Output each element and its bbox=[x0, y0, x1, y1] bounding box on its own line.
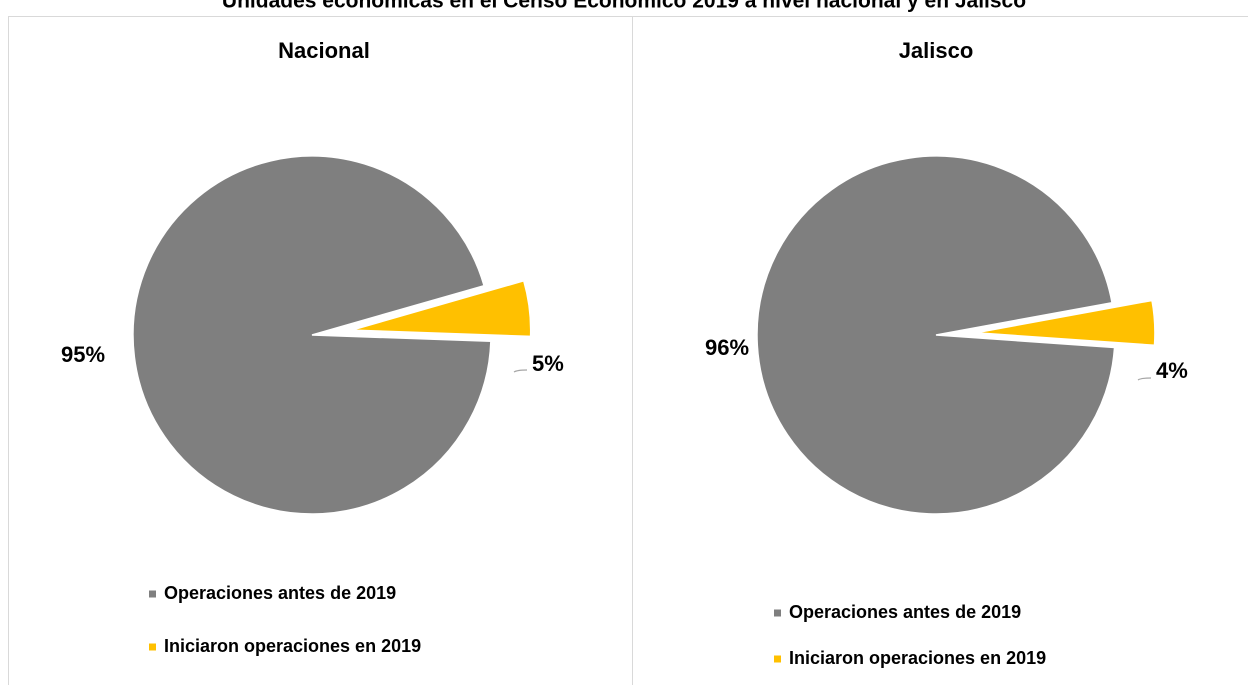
legend-label: Iniciaron operaciones en 2019 bbox=[789, 648, 1046, 668]
pie-slice bbox=[975, 299, 1156, 347]
leader-line bbox=[513, 369, 528, 373]
data-label: 96% bbox=[705, 335, 749, 360]
legend-label: Operaciones antes de 2019 bbox=[164, 583, 396, 603]
legend-swatch bbox=[774, 609, 781, 617]
legend-swatch bbox=[149, 590, 156, 598]
legend-swatch bbox=[149, 643, 156, 651]
data-label: 5% bbox=[532, 351, 564, 376]
pie-slice bbox=[756, 155, 1116, 515]
pie-slice bbox=[351, 279, 532, 338]
data-label: 4% bbox=[1156, 358, 1188, 383]
legend-label: Operaciones antes de 2019 bbox=[789, 602, 1021, 622]
page-title: Unidades económicas en el Censo Económic… bbox=[222, 0, 1026, 13]
pie-slice bbox=[132, 155, 492, 515]
leader-line bbox=[1137, 377, 1152, 381]
chart-title: Nacional bbox=[278, 38, 370, 63]
legend-label: Iniciaron operaciones en 2019 bbox=[164, 636, 421, 656]
legend-swatch bbox=[774, 655, 781, 663]
chart-title: Jalisco bbox=[899, 38, 974, 63]
data-label: 95% bbox=[61, 342, 105, 367]
